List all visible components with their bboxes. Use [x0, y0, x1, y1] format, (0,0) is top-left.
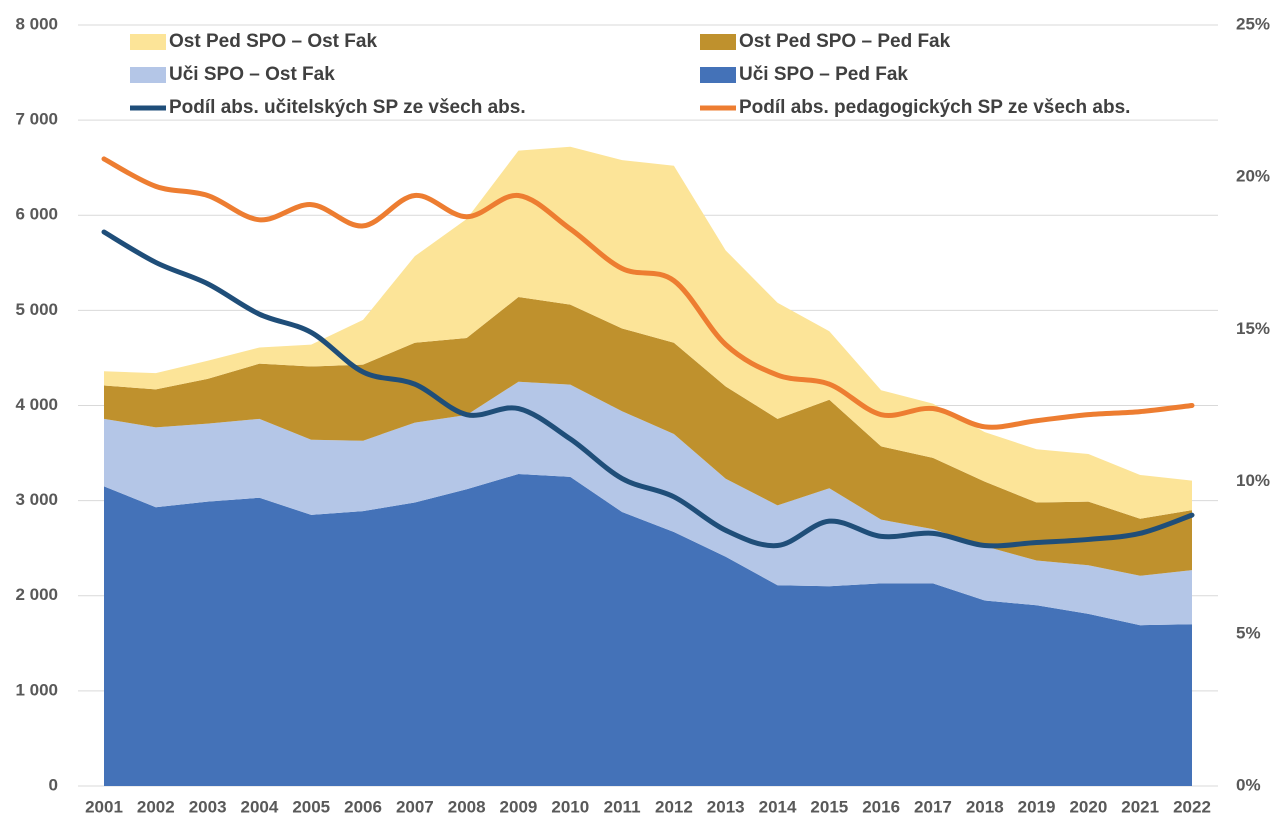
legend-swatch	[700, 34, 736, 50]
y2-tick-label: 0%	[1236, 775, 1261, 794]
y-tick-label: 3 000	[15, 490, 58, 509]
area	[104, 473, 1192, 786]
y2-tick-label: 5%	[1236, 623, 1261, 642]
y-tick-label: 5 000	[15, 300, 58, 319]
x-tick-label: 2008	[448, 797, 486, 816]
x-tick-label: 2017	[914, 797, 952, 816]
legend-label: Podíl abs. učitelských SP ze všech abs.	[169, 97, 526, 118]
x-tick-label: 2006	[344, 797, 382, 816]
y2-tick-label: 25%	[1236, 14, 1270, 33]
x-tick-label: 2021	[1121, 797, 1159, 816]
x-tick-label: 2009	[500, 797, 538, 816]
x-tick-label: 2002	[137, 797, 175, 816]
x-tick-label: 2013	[707, 797, 745, 816]
y-tick-label: 4 000	[15, 395, 58, 414]
x-tick-label: 2005	[292, 797, 330, 816]
legend-label: Uči SPO – Ost Fak	[169, 64, 335, 85]
y-tick-label: 2 000	[15, 585, 58, 604]
x-tick-label: 2003	[189, 797, 227, 816]
y-tick-label: 7 000	[15, 110, 58, 129]
x-tick-label: 2001	[85, 797, 123, 816]
area	[104, 297, 1192, 576]
area	[104, 146, 1192, 519]
y-tick-label: 1 000	[15, 680, 58, 699]
y2-tick-label: 10%	[1236, 471, 1270, 490]
x-tick-label: 2012	[655, 797, 693, 816]
x-tick-label: 2022	[1173, 797, 1211, 816]
y2-tick-label: 15%	[1236, 319, 1270, 338]
x-tick-label: 2004	[241, 797, 279, 816]
x-tick-label: 2010	[551, 797, 589, 816]
x-tick-label: 2016	[862, 797, 900, 816]
x-tick-label: 2015	[810, 797, 848, 816]
x-tick-label: 2018	[966, 797, 1004, 816]
y-tick-label: 8 000	[15, 14, 58, 33]
y-tick-label: 6 000	[15, 205, 58, 224]
area	[104, 381, 1192, 626]
legend-swatch	[130, 34, 166, 50]
legend-label: Ost Ped SPO – Ped Fak	[739, 31, 951, 52]
legend-swatch	[130, 67, 166, 83]
x-tick-label: 2019	[1018, 797, 1056, 816]
y-tick-label: 0	[49, 775, 58, 794]
legend-label: Ost Ped SPO – Ost Fak	[169, 31, 377, 52]
legend-swatch	[700, 67, 736, 83]
x-tick-label: 2011	[604, 797, 641, 816]
legend-label: Uči SPO – Ped Fak	[739, 64, 908, 85]
legend-label: Podíl abs. pedagogických SP ze všech abs…	[739, 97, 1130, 118]
x-tick-label: 2020	[1069, 797, 1107, 816]
line	[101, 156, 1195, 430]
line	[101, 229, 1195, 549]
x-tick-label: 2007	[396, 797, 434, 816]
x-tick-label: 2014	[759, 797, 797, 816]
y2-tick-label: 20%	[1236, 167, 1270, 186]
